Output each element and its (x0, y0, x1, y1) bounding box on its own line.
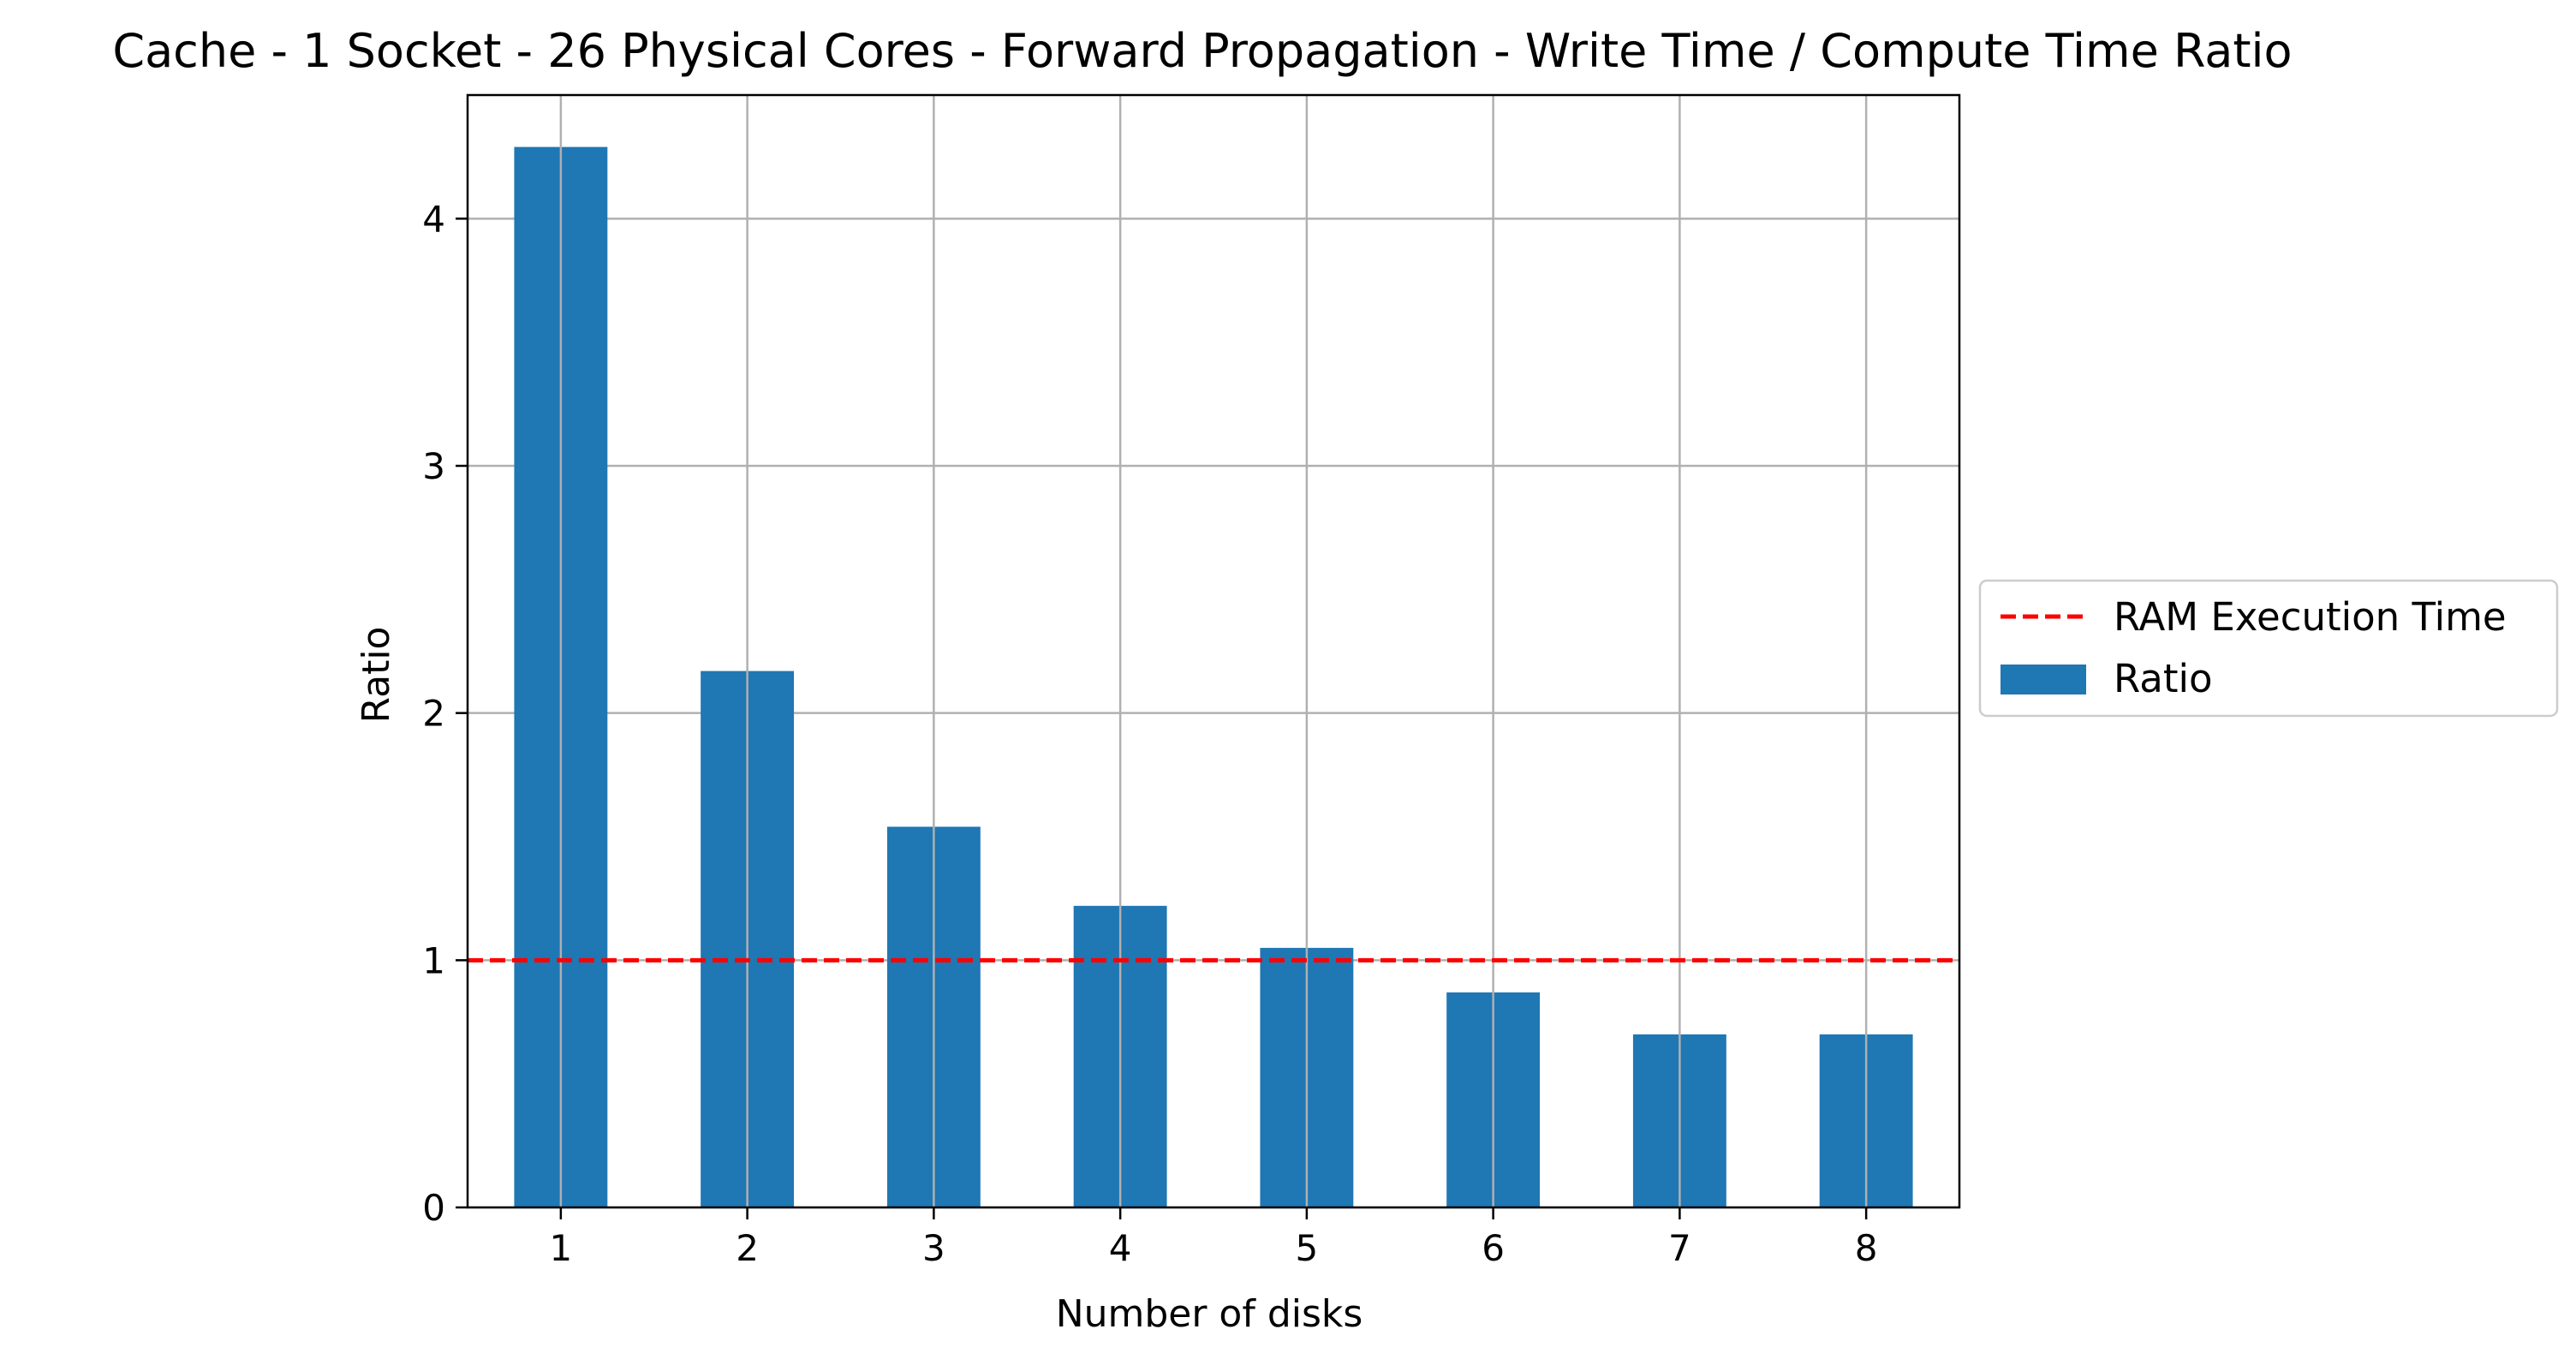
plot-frame (466, 93, 1961, 1209)
y-tick-label-4: 4 (422, 198, 445, 240)
legend-ratio-swatch (2001, 665, 2086, 694)
x-tick-label-4: 4 (1109, 1227, 1132, 1269)
y-tick-label-3: 3 (422, 445, 445, 487)
x-axis-label: Number of disks (1056, 1292, 1363, 1336)
y-axis-label: Ratio (355, 627, 398, 724)
legend: RAM Execution Time Ratio (1978, 579, 2559, 718)
x-tick-label-2: 2 (736, 1227, 759, 1269)
x-tick-label-5: 5 (1296, 1227, 1319, 1269)
x-tick-label-7: 7 (1668, 1227, 1691, 1269)
y-tick-label-2: 2 (422, 693, 445, 735)
chart-title: Cache - 1 Socket - 26 Physical Cores - F… (112, 24, 2292, 78)
x-tick-label-8: 8 (1855, 1227, 1878, 1269)
x-tick-label-1: 1 (550, 1227, 573, 1269)
x-axis-ticks: 1 2 3 4 5 6 7 8 (550, 1207, 1878, 1269)
legend-ratio-label: Ratio (2114, 656, 2213, 701)
legend-box (1978, 579, 2559, 718)
y-axis-ticks: 0 1 2 3 4 (422, 198, 468, 1229)
x-tick-label-3: 3 (922, 1227, 945, 1269)
legend-reference-line-label: RAM Execution Time (2114, 594, 2507, 640)
y-tick-label-1: 1 (422, 939, 445, 981)
x-tick-label-6: 6 (1482, 1227, 1505, 1269)
y-tick-label-0: 0 (422, 1187, 445, 1229)
x-grid-lines (559, 95, 1868, 1207)
